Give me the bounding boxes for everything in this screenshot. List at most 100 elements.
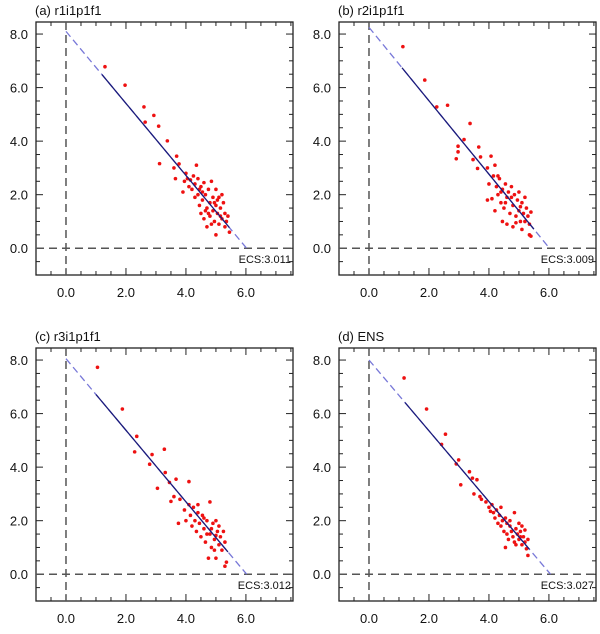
data-point: [512, 540, 517, 544]
data-point: [196, 510, 200, 515]
x-tick-label: 6.0: [540, 611, 558, 626]
data-point: [520, 542, 524, 547]
data-point: [503, 516, 508, 520]
data-point: [223, 540, 227, 544]
data-point: [468, 121, 472, 126]
data-point: [487, 182, 491, 186]
y-tick-label: 2.0: [313, 514, 331, 529]
data-point: [212, 537, 217, 542]
data-point: [142, 105, 146, 109]
y-tick-label: 0.0: [313, 241, 331, 256]
data-point: [206, 187, 211, 192]
data-point: [208, 532, 212, 536]
data-point: [194, 529, 199, 534]
plot-frame: [35, 347, 294, 602]
data-point: [196, 502, 200, 507]
data-point: [505, 222, 509, 226]
y-tick-label: 8.0: [313, 353, 331, 368]
data-point: [445, 103, 450, 108]
data-point: [181, 190, 185, 194]
data-point: [143, 120, 147, 124]
data-point: [499, 200, 503, 205]
data-point: [221, 529, 226, 534]
data-point: [191, 174, 196, 178]
data-point: [521, 534, 526, 539]
data-point: [491, 174, 496, 178]
data-point: [509, 184, 514, 189]
data-point: [202, 180, 206, 185]
data-point: [156, 124, 161, 128]
regression-fit-line: [95, 394, 229, 553]
y-tick-label: 4.0: [10, 460, 28, 475]
data-point: [173, 176, 178, 181]
data-point: [496, 174, 500, 178]
data-point: [475, 166, 480, 171]
data-point: [503, 182, 508, 186]
data-point: [471, 157, 475, 162]
x-tick-label: 0.0: [360, 611, 378, 626]
data-point: [205, 225, 209, 229]
x-tick-label: 4.0: [177, 285, 195, 300]
data-point: [123, 83, 127, 87]
data-point: [479, 497, 484, 502]
y-tick-label: 4.0: [313, 134, 331, 149]
data-point: [517, 521, 521, 526]
data-point: [196, 176, 200, 181]
data-point: [217, 195, 221, 200]
data-point: [182, 179, 187, 184]
data-point: [472, 492, 476, 496]
panel-title: (c) r3i1p1f1: [35, 329, 101, 344]
data-point: [512, 192, 517, 197]
regression-fit-line: [101, 74, 230, 229]
data-point: [458, 483, 463, 487]
x-tick-label: 4.0: [480, 285, 498, 300]
data-point: [502, 529, 506, 534]
data-point: [499, 190, 503, 194]
y-tick-label: 0.0: [10, 241, 28, 256]
x-tick-label: 2.0: [420, 285, 438, 300]
data-point: [194, 163, 199, 168]
data-point: [514, 542, 518, 547]
x-tick-label: 0.0: [57, 611, 75, 626]
data-point: [95, 365, 100, 370]
data-point: [203, 208, 208, 213]
data-point: [485, 198, 490, 202]
data-point: [515, 198, 520, 202]
data-point: [490, 196, 494, 201]
data-point: [214, 203, 218, 208]
data-point: [217, 542, 221, 547]
data-point: [182, 508, 187, 512]
data-point: [401, 44, 405, 49]
data-point: [209, 545, 214, 550]
data-point: [174, 477, 178, 481]
plot-frame: [338, 21, 597, 276]
data-point: [454, 157, 459, 161]
data-point: [157, 161, 162, 166]
x-tick-label: 6.0: [237, 285, 255, 300]
data-point: [462, 137, 466, 142]
data-point: [493, 516, 497, 520]
data-point: [203, 540, 208, 544]
data-point: [208, 500, 212, 504]
data-point: [526, 214, 530, 218]
data-point: [505, 532, 509, 536]
data-point: [199, 211, 203, 216]
data-point: [523, 219, 527, 224]
data-point: [524, 546, 529, 551]
data-point: [205, 206, 209, 210]
data-point: [215, 529, 220, 534]
x-tick-label: 2.0: [420, 611, 438, 626]
data-point: [211, 195, 215, 200]
y-tick-label: 8.0: [313, 27, 331, 42]
y-tick-label: 2.0: [313, 188, 331, 203]
data-point: [467, 469, 472, 474]
plot-frame: [338, 347, 597, 602]
data-point: [209, 526, 214, 531]
x-tick-label: 0.0: [360, 285, 378, 300]
ecs-label: ECS:3.009: [541, 254, 594, 266]
x-tick-label: 2.0: [117, 611, 135, 626]
x-tick-label: 6.0: [540, 285, 558, 300]
data-point: [517, 190, 521, 194]
data-point: [514, 214, 518, 218]
